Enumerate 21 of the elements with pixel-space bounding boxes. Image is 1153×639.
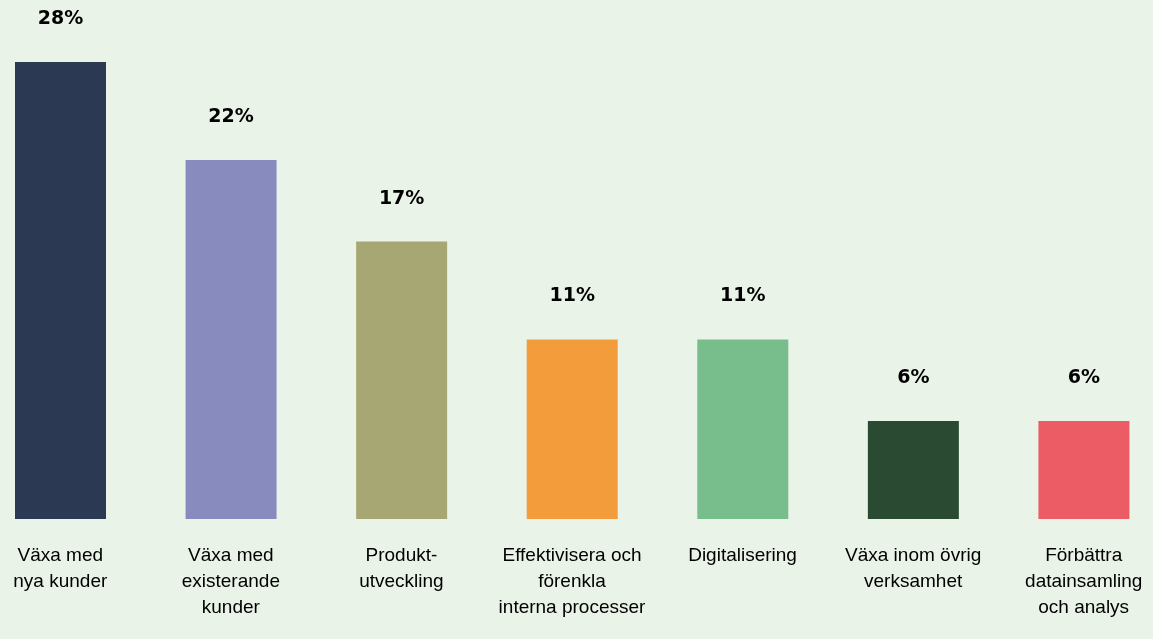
data-label: 22% [208,103,254,126]
x-tick-label: Växa med nya kunder [13,544,108,591]
x-tick-label: Effektivisera och förenkla interna processer [498,544,647,617]
bar [697,339,789,519]
data-label: 28% [37,6,84,28]
data-label: 11% [549,283,595,306]
bar [185,159,277,519]
bar [526,339,618,519]
data-label: 6% [1067,365,1101,388]
x-tick-label: Växa med existerande kunder [181,544,280,617]
x-tick-label: Digitalisering [688,544,797,565]
data-label: 6% [897,365,930,388]
bar [15,62,106,519]
data-label: 11% [720,283,766,306]
bar [356,241,448,519]
x-tick-label: Förbättra datainsamling och analys [1025,544,1143,617]
bar [1038,421,1130,519]
data-label: 17% [378,185,425,208]
bar [867,421,959,519]
x-tick-label: Växa inom övrig verksamhet [845,544,982,591]
x-tick-label: Produkt- utveckling [359,544,444,591]
